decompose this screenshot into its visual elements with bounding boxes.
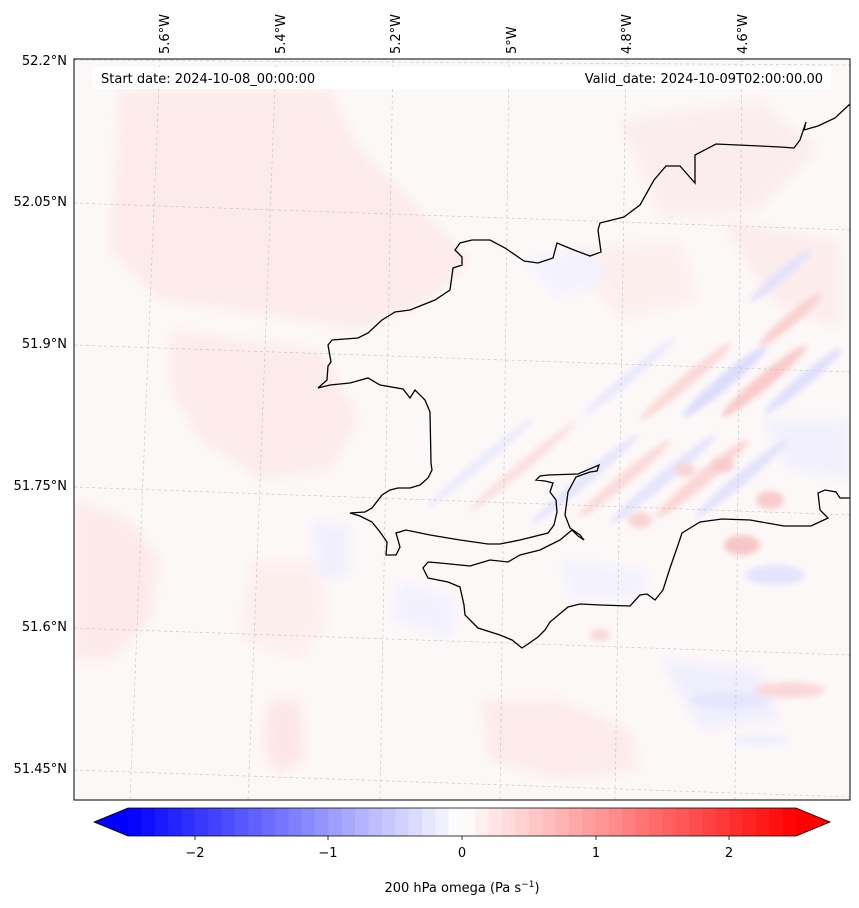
colorbar-tick-label: 2 [725, 846, 733, 861]
lon-label: 4.6°W [736, 14, 751, 54]
colorbar-step [395, 808, 410, 836]
colorbar-step [608, 808, 623, 836]
map-panel [74, 59, 850, 800]
colorbar-tick-label: −2 [185, 846, 204, 861]
colorbar-step [315, 808, 329, 836]
start-date-label: Start date: 2024-10-08_00:00:00 [101, 72, 315, 87]
colorbar-label: 200 hPa omega (Pa s−1) [384, 880, 539, 896]
colorbar-step [555, 808, 570, 836]
colorbar-step [421, 808, 436, 836]
colorbar-step [181, 808, 196, 836]
colorbar-ticks [194, 836, 730, 840]
colorbar-step [488, 808, 503, 836]
colorbar-extend-min [94, 808, 128, 836]
colorbar-step [769, 808, 784, 836]
colorbar-step [742, 808, 757, 836]
longitude-labels: 5.6°W 5.4°W 5.2°W 5°W 4.8°W 4.6°W [158, 14, 751, 54]
colorbar-step [622, 808, 637, 836]
graticule [74, 59, 850, 800]
lat-label: 52.2°N [22, 54, 67, 69]
colorbar-step [675, 808, 690, 836]
colorbar-step [502, 808, 517, 836]
colorbar-step [301, 808, 316, 836]
colorbar-step [515, 808, 530, 836]
valid-date-label: Valid_date: 2024-10-09T02:00:00.00 [585, 72, 823, 87]
lat-label: 51.75°N [14, 479, 67, 494]
latitude-labels: 52.2°N 52.05°N 51.9°N 51.75°N 51.6°N 51.… [14, 54, 67, 777]
lon-label: 5.6°W [158, 14, 173, 54]
colorbar-step [542, 808, 557, 836]
colorbar-step [475, 808, 490, 836]
colorbar-step [141, 808, 156, 836]
colorbar-step [274, 808, 289, 836]
colorbar-step [234, 808, 249, 836]
colorbar: −2 −1 0 1 2 200 hPa omega (Pa s−1) [92, 807, 832, 896]
colorbar-step [448, 808, 463, 836]
colorbar-step [435, 808, 450, 836]
colorbar-step [288, 808, 303, 836]
colorbar-tick-label: 0 [458, 846, 466, 861]
omega-field [74, 90, 850, 780]
colorbar-step [328, 808, 343, 836]
info-banner [92, 67, 831, 89]
colorbar-step [729, 808, 744, 836]
colorbar-step [462, 808, 476, 836]
colorbar-step [248, 808, 263, 836]
colorbar-step [662, 808, 677, 836]
colorbar-step [381, 808, 396, 836]
lat-label: 52.05°N [14, 195, 67, 210]
colorbar-step [649, 808, 663, 836]
colorbar-step [208, 808, 223, 836]
colorbar-step [755, 808, 770, 836]
colorbar-step [355, 808, 370, 836]
colorbar-steps [128, 808, 797, 836]
colorbar-step [782, 808, 797, 836]
lat-label: 51.9°N [22, 337, 67, 352]
colorbar-step [582, 808, 597, 836]
colorbar-outline [92, 807, 832, 837]
colorbar-step [368, 808, 383, 836]
lat-label: 51.6°N [22, 620, 67, 635]
colorbar-tick-label: −1 [318, 846, 337, 861]
lon-label: 5.4°W [274, 14, 289, 54]
colorbar-extend-max [796, 808, 830, 836]
lat-label: 51.45°N [14, 762, 67, 777]
map-frame [73, 58, 851, 801]
colorbar-step [194, 808, 209, 836]
colorbar-step [168, 808, 183, 836]
lon-label: 5.2°W [389, 14, 404, 54]
lon-label: 4.8°W [620, 14, 635, 54]
coastline [317, 103, 850, 649]
colorbar-step [715, 808, 730, 836]
colorbar-step [128, 808, 142, 836]
colorbar-step [635, 808, 650, 836]
colorbar-tick-label: 1 [592, 846, 600, 861]
lon-label: 5°W [505, 26, 520, 54]
colorbar-step [261, 808, 276, 836]
colorbar-step [408, 808, 423, 836]
colorbar-step [221, 808, 236, 836]
colorbar-step [689, 808, 704, 836]
colorbar-step [528, 808, 543, 836]
colorbar-step [702, 808, 717, 836]
colorbar-step [568, 808, 583, 836]
colorbar-step [595, 808, 610, 836]
colorbar-step [154, 808, 169, 836]
colorbar-step [341, 808, 356, 836]
